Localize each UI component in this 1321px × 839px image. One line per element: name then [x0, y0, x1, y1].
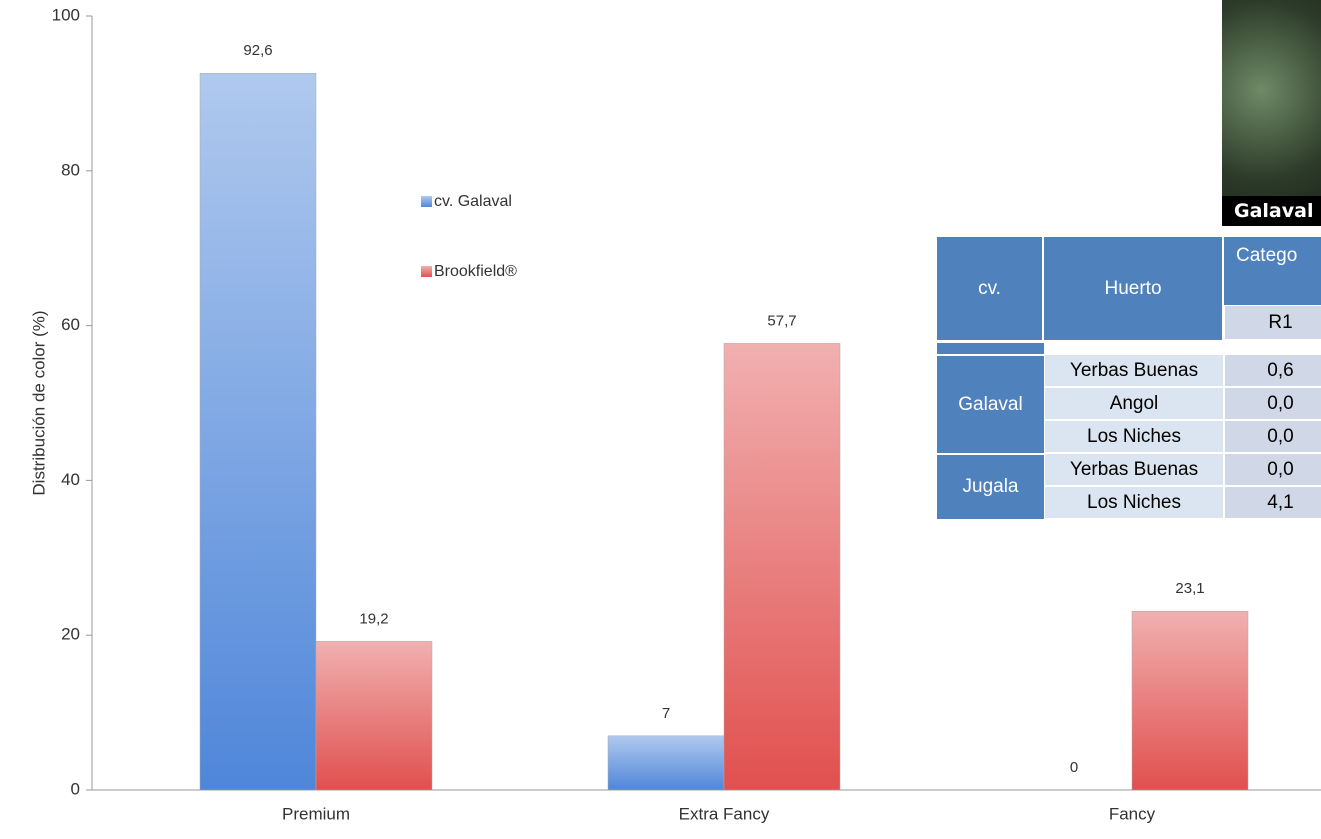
legend-swatch	[421, 196, 432, 207]
table-cell: Yerbas Buenas	[1044, 354, 1224, 387]
value-label: 0	[1070, 759, 1078, 776]
table-header: cv.	[937, 237, 1044, 340]
y-tick-label: 80	[61, 160, 80, 179]
y-tick-label: 100	[52, 5, 80, 24]
y-tick-label: 60	[61, 315, 80, 334]
y-axis-label: Distribución de color (%)	[29, 310, 48, 495]
table-cell: 0,0	[1224, 420, 1321, 453]
table: cv. Huerto Catego R1 Galaval Yerbas Buena…	[937, 237, 1321, 519]
table-cell: 0,6	[1224, 354, 1321, 387]
value-label: 23,1	[1175, 580, 1204, 597]
table-body: Galaval Yerbas Buenas 0,6 Angol 0,0 Los Niche…	[937, 354, 1321, 519]
table-cell: 0,0	[1224, 453, 1321, 486]
bar	[607, 735, 725, 791]
photo: Galaval	[1222, 0, 1321, 226]
bar	[1131, 610, 1249, 791]
table-subheader: R1	[1224, 305, 1321, 340]
table-row: Jugala Yerbas Buenas 0,0	[937, 453, 1321, 519]
bar	[723, 343, 841, 791]
value-label: 92,6	[243, 42, 272, 59]
table-cell: 4,1	[1224, 486, 1321, 519]
table-row: Los Niches 4,1	[937, 486, 1321, 519]
x-tick-label: Premium	[282, 804, 350, 823]
table-header: Huerto	[1044, 237, 1224, 340]
table-header: Catego	[1224, 237, 1321, 305]
bar	[315, 641, 433, 791]
table-row: Angol 0,0	[937, 387, 1321, 420]
table-cell: Yerbas Buenas	[1044, 453, 1224, 486]
table-cell: Jugala	[937, 453, 1044, 519]
table-cell: 0,0	[1224, 387, 1321, 420]
y-tick-label: 0	[71, 779, 80, 798]
table-cell: Galaval	[937, 354, 1044, 453]
photo-caption: Galaval	[1222, 196, 1321, 226]
legend-label: cv. Galaval	[434, 193, 512, 210]
value-label: 19,2	[359, 610, 388, 627]
value-label: 7	[662, 705, 670, 722]
y-tick-label: 20	[61, 625, 80, 644]
table-cell: Los Niches	[1044, 420, 1224, 453]
value-label: 57,7	[767, 312, 796, 329]
x-tick-label: Fancy	[1109, 804, 1156, 823]
x-tick-label: Extra Fancy	[679, 804, 770, 823]
table-cell: Los Niches	[1044, 486, 1224, 519]
bar	[199, 73, 317, 791]
legend-label: Brookfield®	[434, 263, 517, 280]
y-tick-label: 40	[61, 470, 80, 489]
table-row: Los Niches 0,0	[937, 420, 1321, 453]
table-cell: Angol	[1044, 387, 1224, 420]
legend-swatch	[421, 266, 432, 277]
table-row: Galaval Yerbas Buenas 0,6	[937, 354, 1321, 453]
